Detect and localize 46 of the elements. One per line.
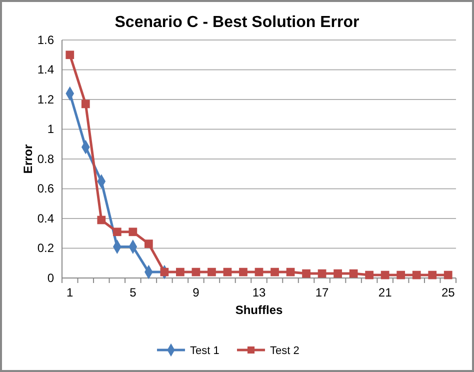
point — [349, 269, 358, 278]
x-tick-label: 13 — [252, 286, 266, 300]
point — [97, 216, 106, 224]
y-tick-label: 0.2 — [37, 241, 54, 256]
point — [66, 50, 74, 60]
point — [412, 270, 421, 280]
point — [176, 268, 184, 276]
y-tick-label: 1.2 — [37, 92, 54, 106]
point — [160, 268, 169, 276]
point — [112, 228, 122, 236]
x-tick-label: 21 — [378, 286, 392, 300]
point — [254, 268, 264, 276]
point — [428, 270, 437, 280]
point — [270, 268, 279, 276]
y-tick-label: 0.8 — [37, 152, 54, 166]
x-tick-label: 17 — [315, 286, 330, 300]
legend-label: Test 1 — [190, 345, 220, 357]
point — [192, 268, 200, 276]
y-axis-title: Error — [21, 144, 35, 174]
point — [365, 270, 374, 280]
point — [81, 100, 90, 108]
point — [334, 269, 342, 278]
y-tick-label: 0.4 — [37, 211, 54, 226]
point — [286, 268, 295, 276]
y-tick-label: 0 — [47, 270, 54, 285]
point — [444, 270, 452, 280]
legend-label: Test 2 — [270, 345, 300, 357]
point — [223, 268, 232, 276]
point — [128, 228, 138, 236]
point — [239, 268, 248, 276]
y-tick-label: 1 — [47, 122, 54, 136]
x-tick-label: 9 — [192, 286, 200, 300]
point — [302, 269, 310, 278]
y-tick-label: 1.4 — [37, 62, 54, 77]
chart-title: Scenario C - Best Solution Error — [114, 14, 360, 31]
point — [318, 269, 326, 278]
point — [396, 270, 406, 280]
x-tick-label: 25 — [441, 286, 456, 300]
point — [380, 270, 390, 280]
y-tick-label: 0.6 — [37, 182, 54, 196]
point — [208, 268, 216, 276]
x-axis-title: Shuffles — [235, 303, 283, 317]
y-tick-label: 1.6 — [37, 32, 54, 47]
x-tick-label: 5 — [130, 286, 137, 300]
point — [144, 240, 153, 248]
x-tick-label: 1 — [66, 286, 74, 300]
